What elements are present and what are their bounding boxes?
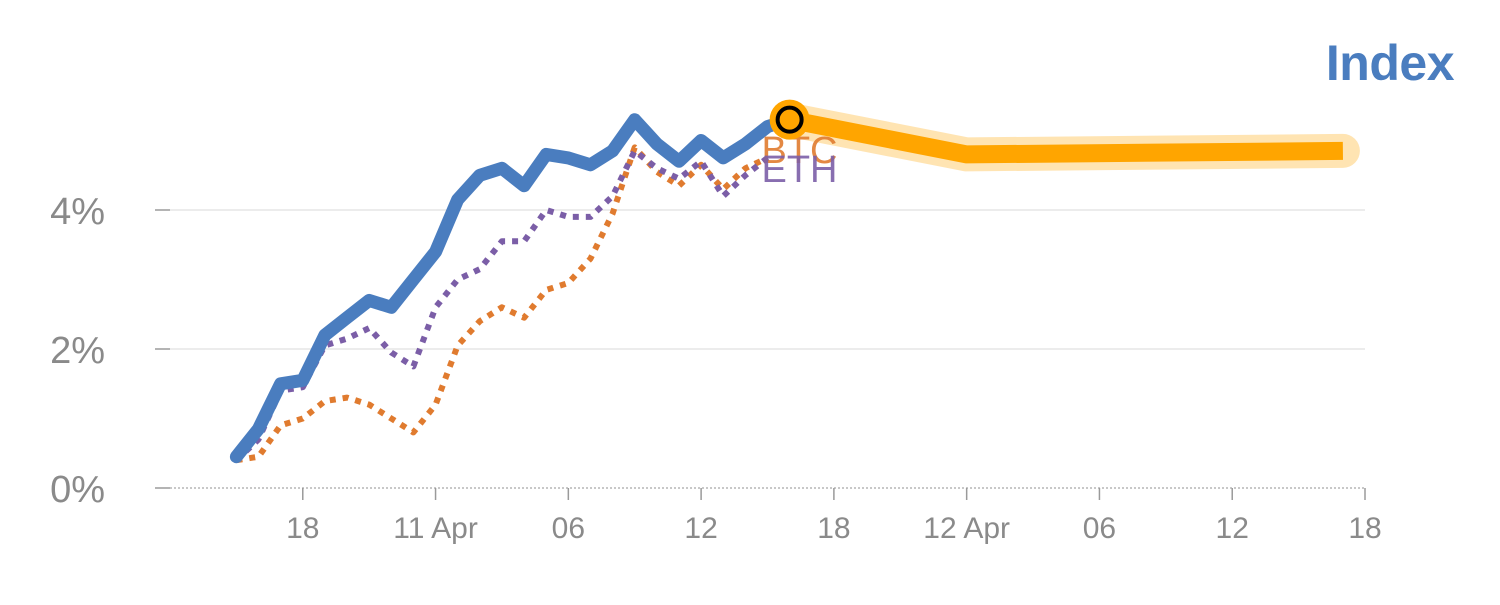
x-tick-label: 06 bbox=[552, 512, 585, 545]
series-label-eth: ETH bbox=[762, 149, 838, 191]
x-tick-label: 18 bbox=[817, 512, 850, 545]
x-tick-label: 06 bbox=[1083, 512, 1116, 545]
y-tick-label: 2% bbox=[50, 330, 105, 372]
chart-title: Index bbox=[1325, 35, 1455, 91]
series-line-eth bbox=[234, 147, 770, 463]
y-tick-label: 0% bbox=[50, 469, 105, 511]
x-tick-label: 12 bbox=[684, 512, 717, 545]
y-tick-label: 4% bbox=[50, 191, 105, 233]
projection-line bbox=[787, 110, 1343, 164]
series-line-btc bbox=[235, 144, 769, 464]
x-tick-label: 18 bbox=[1348, 512, 1381, 545]
x-tick-label: 12 bbox=[1216, 512, 1249, 545]
x-tick-label: 12 Apr bbox=[923, 512, 1010, 545]
marker-point bbox=[775, 105, 804, 134]
x-tick-label: 18 bbox=[286, 512, 319, 545]
x-tick-label: 11 Apr bbox=[393, 512, 478, 545]
series-line-index bbox=[229, 113, 797, 464]
